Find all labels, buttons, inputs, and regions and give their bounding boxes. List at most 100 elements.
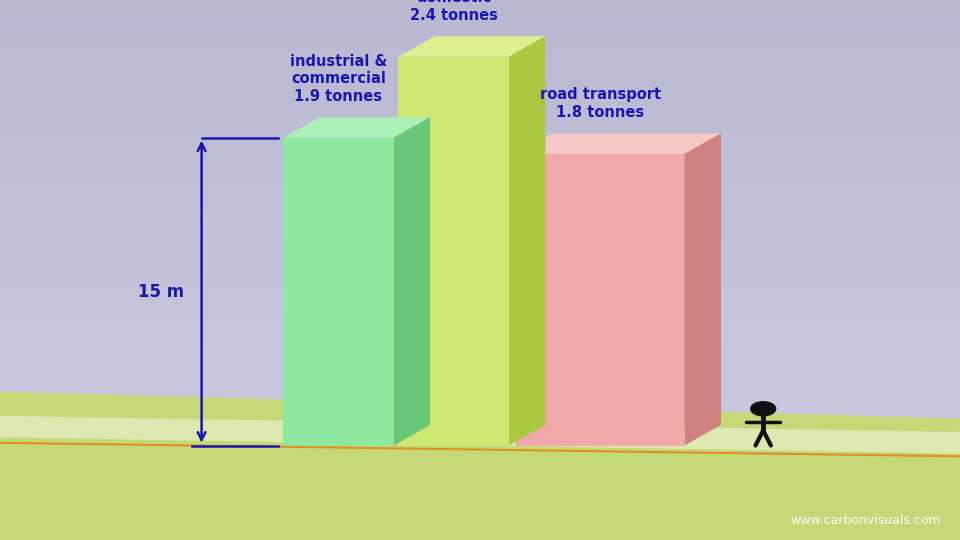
Bar xyxy=(0,254,960,256)
Bar xyxy=(0,321,960,324)
Bar xyxy=(0,146,960,148)
Bar xyxy=(0,267,960,270)
Bar xyxy=(0,467,960,470)
Bar xyxy=(0,111,960,113)
Bar xyxy=(0,240,960,243)
Bar xyxy=(0,394,960,397)
Bar xyxy=(0,275,960,278)
Bar xyxy=(0,286,960,289)
Bar xyxy=(0,327,960,329)
Bar xyxy=(0,413,960,416)
Bar xyxy=(0,392,960,394)
Bar xyxy=(0,62,960,65)
Bar xyxy=(0,354,960,356)
Bar xyxy=(0,524,960,526)
Bar xyxy=(0,22,960,24)
Bar xyxy=(0,483,960,486)
Bar xyxy=(0,373,960,375)
Bar xyxy=(0,529,960,532)
Bar xyxy=(0,8,960,11)
Bar xyxy=(0,119,960,122)
Bar xyxy=(0,130,960,132)
Bar xyxy=(0,140,960,143)
Bar xyxy=(0,486,960,489)
Circle shape xyxy=(751,402,776,416)
Bar xyxy=(0,89,960,92)
Bar xyxy=(0,232,960,235)
Bar xyxy=(0,340,960,343)
Bar xyxy=(0,421,960,424)
Bar xyxy=(0,97,960,100)
Bar xyxy=(0,227,960,229)
Bar xyxy=(0,338,960,340)
Bar xyxy=(0,94,960,97)
Bar xyxy=(0,459,960,462)
Bar xyxy=(0,122,960,124)
Text: road transport
1.8 tonnes: road transport 1.8 tonnes xyxy=(540,87,661,120)
Bar xyxy=(0,508,960,510)
Bar xyxy=(0,284,960,286)
Bar xyxy=(0,208,960,211)
Bar xyxy=(0,224,960,227)
Bar xyxy=(0,176,960,178)
Bar xyxy=(0,135,960,138)
Bar xyxy=(0,219,960,221)
Bar xyxy=(0,510,960,513)
Bar xyxy=(0,308,960,310)
Bar xyxy=(0,475,960,478)
Bar xyxy=(0,54,960,57)
Bar xyxy=(0,356,960,359)
Bar xyxy=(0,205,960,208)
Bar xyxy=(0,116,960,119)
Bar xyxy=(0,51,960,54)
Bar xyxy=(0,270,960,273)
Bar xyxy=(0,200,960,202)
Bar xyxy=(0,292,960,294)
Bar xyxy=(0,230,960,232)
Bar xyxy=(0,432,960,435)
Bar xyxy=(0,410,960,413)
Bar xyxy=(0,494,960,497)
Bar xyxy=(0,456,960,459)
Bar xyxy=(0,16,960,19)
Bar xyxy=(0,329,960,332)
Bar xyxy=(0,259,960,262)
Bar xyxy=(0,73,960,76)
Bar xyxy=(0,81,960,84)
Bar xyxy=(0,151,960,154)
Bar xyxy=(0,367,960,370)
Bar xyxy=(0,105,960,108)
Bar xyxy=(0,192,960,194)
Bar xyxy=(0,57,960,59)
Bar xyxy=(0,402,960,405)
Bar xyxy=(0,370,960,373)
Bar xyxy=(0,59,960,62)
Bar xyxy=(0,435,960,437)
Bar xyxy=(0,521,960,524)
Bar xyxy=(0,472,960,475)
Bar xyxy=(0,265,960,267)
Bar xyxy=(0,383,960,386)
Bar xyxy=(0,30,960,32)
Bar xyxy=(0,343,960,346)
Bar xyxy=(0,5,960,8)
Bar xyxy=(0,40,960,43)
Bar xyxy=(0,189,960,192)
Bar xyxy=(0,416,960,418)
Bar xyxy=(0,513,960,516)
Bar xyxy=(0,148,960,151)
Bar xyxy=(0,497,960,500)
Bar xyxy=(0,138,960,140)
Bar xyxy=(0,443,960,445)
Polygon shape xyxy=(398,36,545,57)
Bar xyxy=(0,489,960,491)
Polygon shape xyxy=(0,392,960,540)
Bar xyxy=(0,537,960,540)
Bar xyxy=(0,437,960,440)
Bar xyxy=(0,278,960,281)
Bar xyxy=(0,470,960,472)
Polygon shape xyxy=(516,154,684,446)
Bar xyxy=(0,157,960,159)
Bar xyxy=(0,68,960,70)
Bar xyxy=(0,181,960,184)
